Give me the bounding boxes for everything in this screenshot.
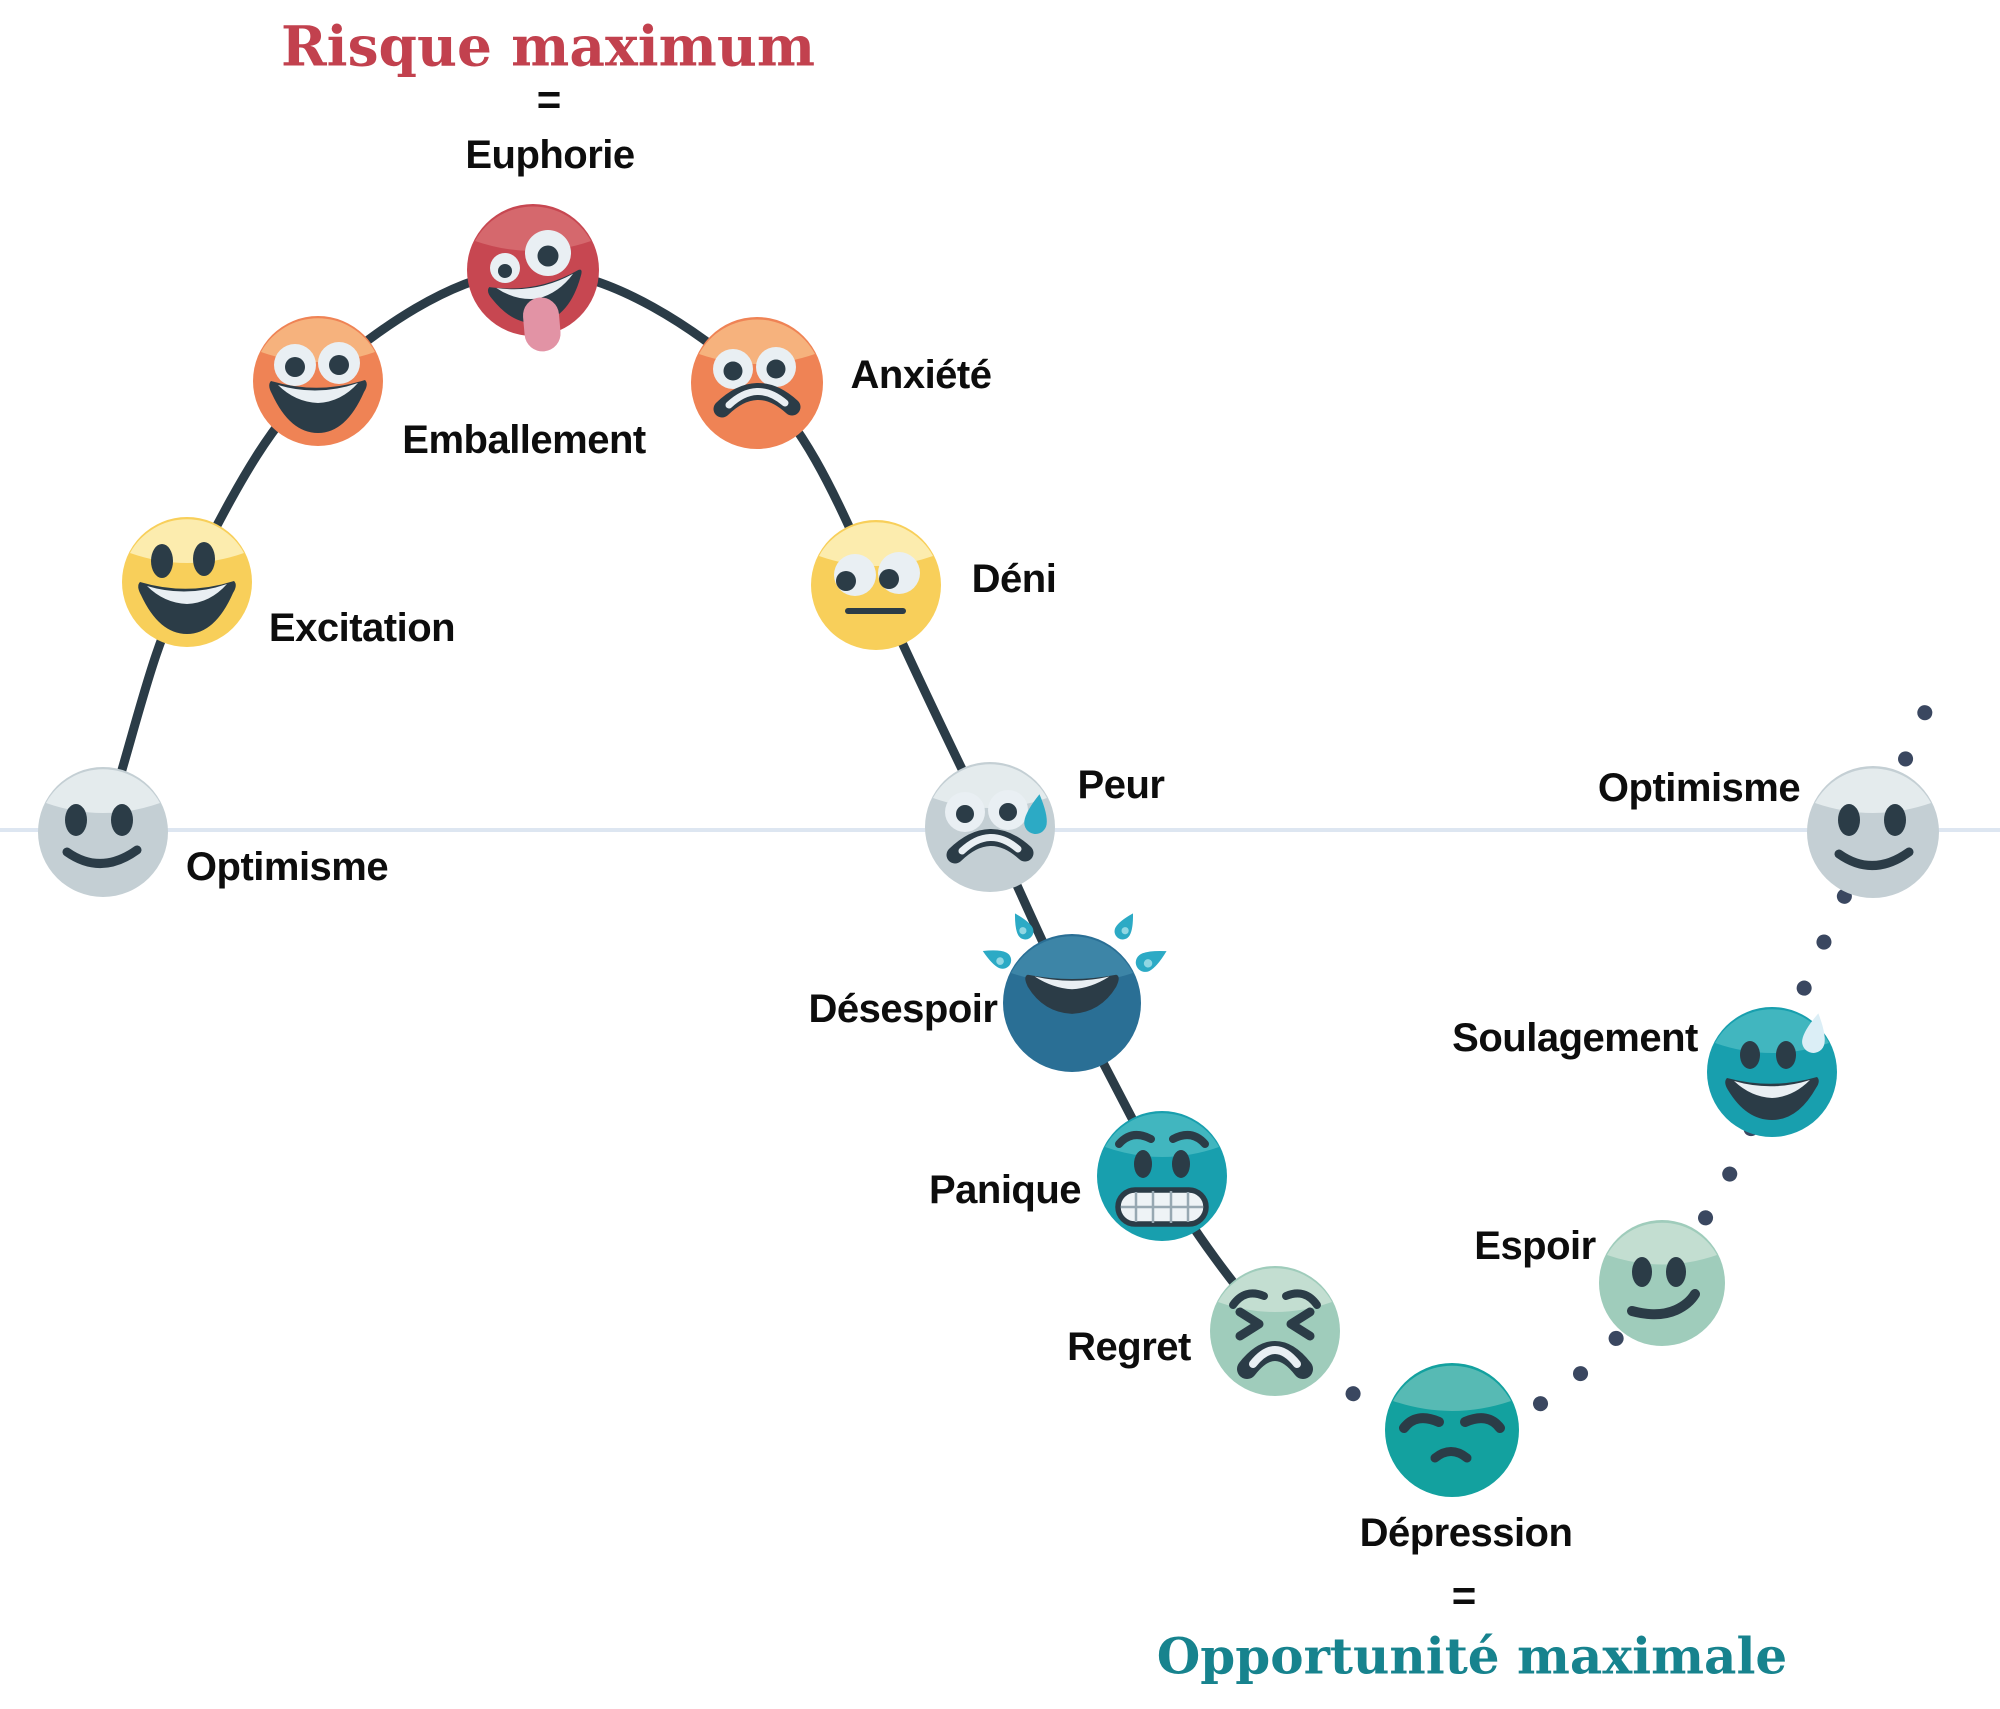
label-euphorie: Euphorie <box>465 133 635 177</box>
face-sheen <box>1011 936 1133 983</box>
emoji-excitation <box>122 517 252 647</box>
mouth-smirk <box>1627 1289 1700 1320</box>
label-espoir: Espoir <box>1474 1224 1596 1268</box>
equals-bottom: = <box>1451 1572 1477 1619</box>
teeth <box>496 273 574 300</box>
eyes <box>1134 1150 1190 1178</box>
label-depression: Dépression <box>1359 1511 1573 1555</box>
eyes <box>1632 1257 1686 1287</box>
teeth <box>1734 1080 1810 1098</box>
face-sheen <box>1393 1365 1511 1411</box>
face-sheen <box>1607 1222 1717 1265</box>
label-anxiete: Anxiété <box>850 353 993 397</box>
mouth-gritted-teeth <box>1115 1187 1209 1227</box>
teeth <box>278 383 358 403</box>
eyes-sideglance <box>834 552 920 596</box>
emoji-depression <box>1385 1363 1519 1497</box>
eyes <box>151 542 215 578</box>
label-excitation: Excitation <box>268 606 456 650</box>
eyes <box>945 790 1028 832</box>
eyes <box>65 804 133 836</box>
teeth <box>1249 1346 1301 1368</box>
face-sheen <box>699 319 815 364</box>
label-panique: Panique <box>928 1168 1082 1212</box>
face-sheen <box>1218 1268 1332 1312</box>
eyes <box>274 342 360 386</box>
label-optimisme-right: Optimisme <box>1597 766 1801 810</box>
emoji-regret <box>1210 1266 1340 1396</box>
mouth-open-frown <box>1237 1341 1313 1379</box>
emoji-optimisme-right <box>1807 766 1939 898</box>
eyes <box>1838 804 1906 836</box>
title-risque-maximum: Risque maximum <box>280 13 816 79</box>
face-sheen <box>1105 1113 1219 1157</box>
teeth <box>725 388 789 409</box>
mouth-grin <box>138 581 236 634</box>
face-sheen <box>819 522 933 566</box>
mouth-grimace <box>713 383 801 418</box>
scrunched-eyes <box>1235 1307 1315 1341</box>
label-soulagement: Soulagement <box>1452 1016 1698 1060</box>
label-optimisme-left: Optimisme <box>185 845 389 889</box>
mouth-smile <box>1834 847 1914 870</box>
emoji-panique <box>1097 1111 1227 1241</box>
label-emballement: Emballement <box>402 418 646 462</box>
mouth-wail <box>1025 974 1119 1014</box>
eyes <box>713 347 796 389</box>
emoji-optimisme-left <box>38 767 168 897</box>
label-regret: Regret <box>1067 1325 1191 1369</box>
teeth <box>958 834 1022 855</box>
emoji-soulagement <box>1707 1007 1837 1137</box>
teeth <box>1034 976 1110 990</box>
teeth <box>147 584 227 604</box>
tongue <box>522 297 561 352</box>
sad-closed-eyes <box>1399 1413 1505 1433</box>
label-deni: Déni <box>971 557 1057 601</box>
tear-spray-icons <box>982 913 1167 972</box>
face-sheen <box>1715 1009 1829 1053</box>
mouth-smile <box>62 845 142 868</box>
equals-top: = <box>536 76 562 123</box>
emoji-emballement <box>253 316 383 446</box>
worried-brows <box>1115 1131 1209 1148</box>
emoji-peur <box>925 762 1055 892</box>
emoji-espoir <box>1599 1220 1725 1346</box>
mouth-grimace <box>946 829 1034 864</box>
eyes <box>490 230 571 283</box>
mouth-zany <box>487 269 582 352</box>
face-sheen <box>1815 768 1931 813</box>
face-sheen <box>46 769 160 813</box>
mouth-grin <box>269 380 367 433</box>
label-peur: Peur <box>1077 763 1165 807</box>
eyes <box>1740 1041 1796 1069</box>
title-opportunite-maximale: Opportunité maximale <box>1156 1626 1788 1686</box>
label-desespoir: Désespoir <box>808 987 998 1031</box>
emoji-desespoir <box>982 913 1167 1072</box>
sweat-drop-icon <box>1802 1013 1825 1053</box>
mouth-frown <box>1430 1447 1472 1463</box>
face-sheen <box>130 519 244 563</box>
mouth-grin <box>1725 1077 1819 1120</box>
emoji-euphorie <box>467 204 599 352</box>
sweat-drop-icon <box>1024 794 1047 834</box>
emoji-anxiete <box>691 317 823 449</box>
emoji-deni <box>811 520 941 650</box>
worried-brows <box>1229 1289 1321 1309</box>
